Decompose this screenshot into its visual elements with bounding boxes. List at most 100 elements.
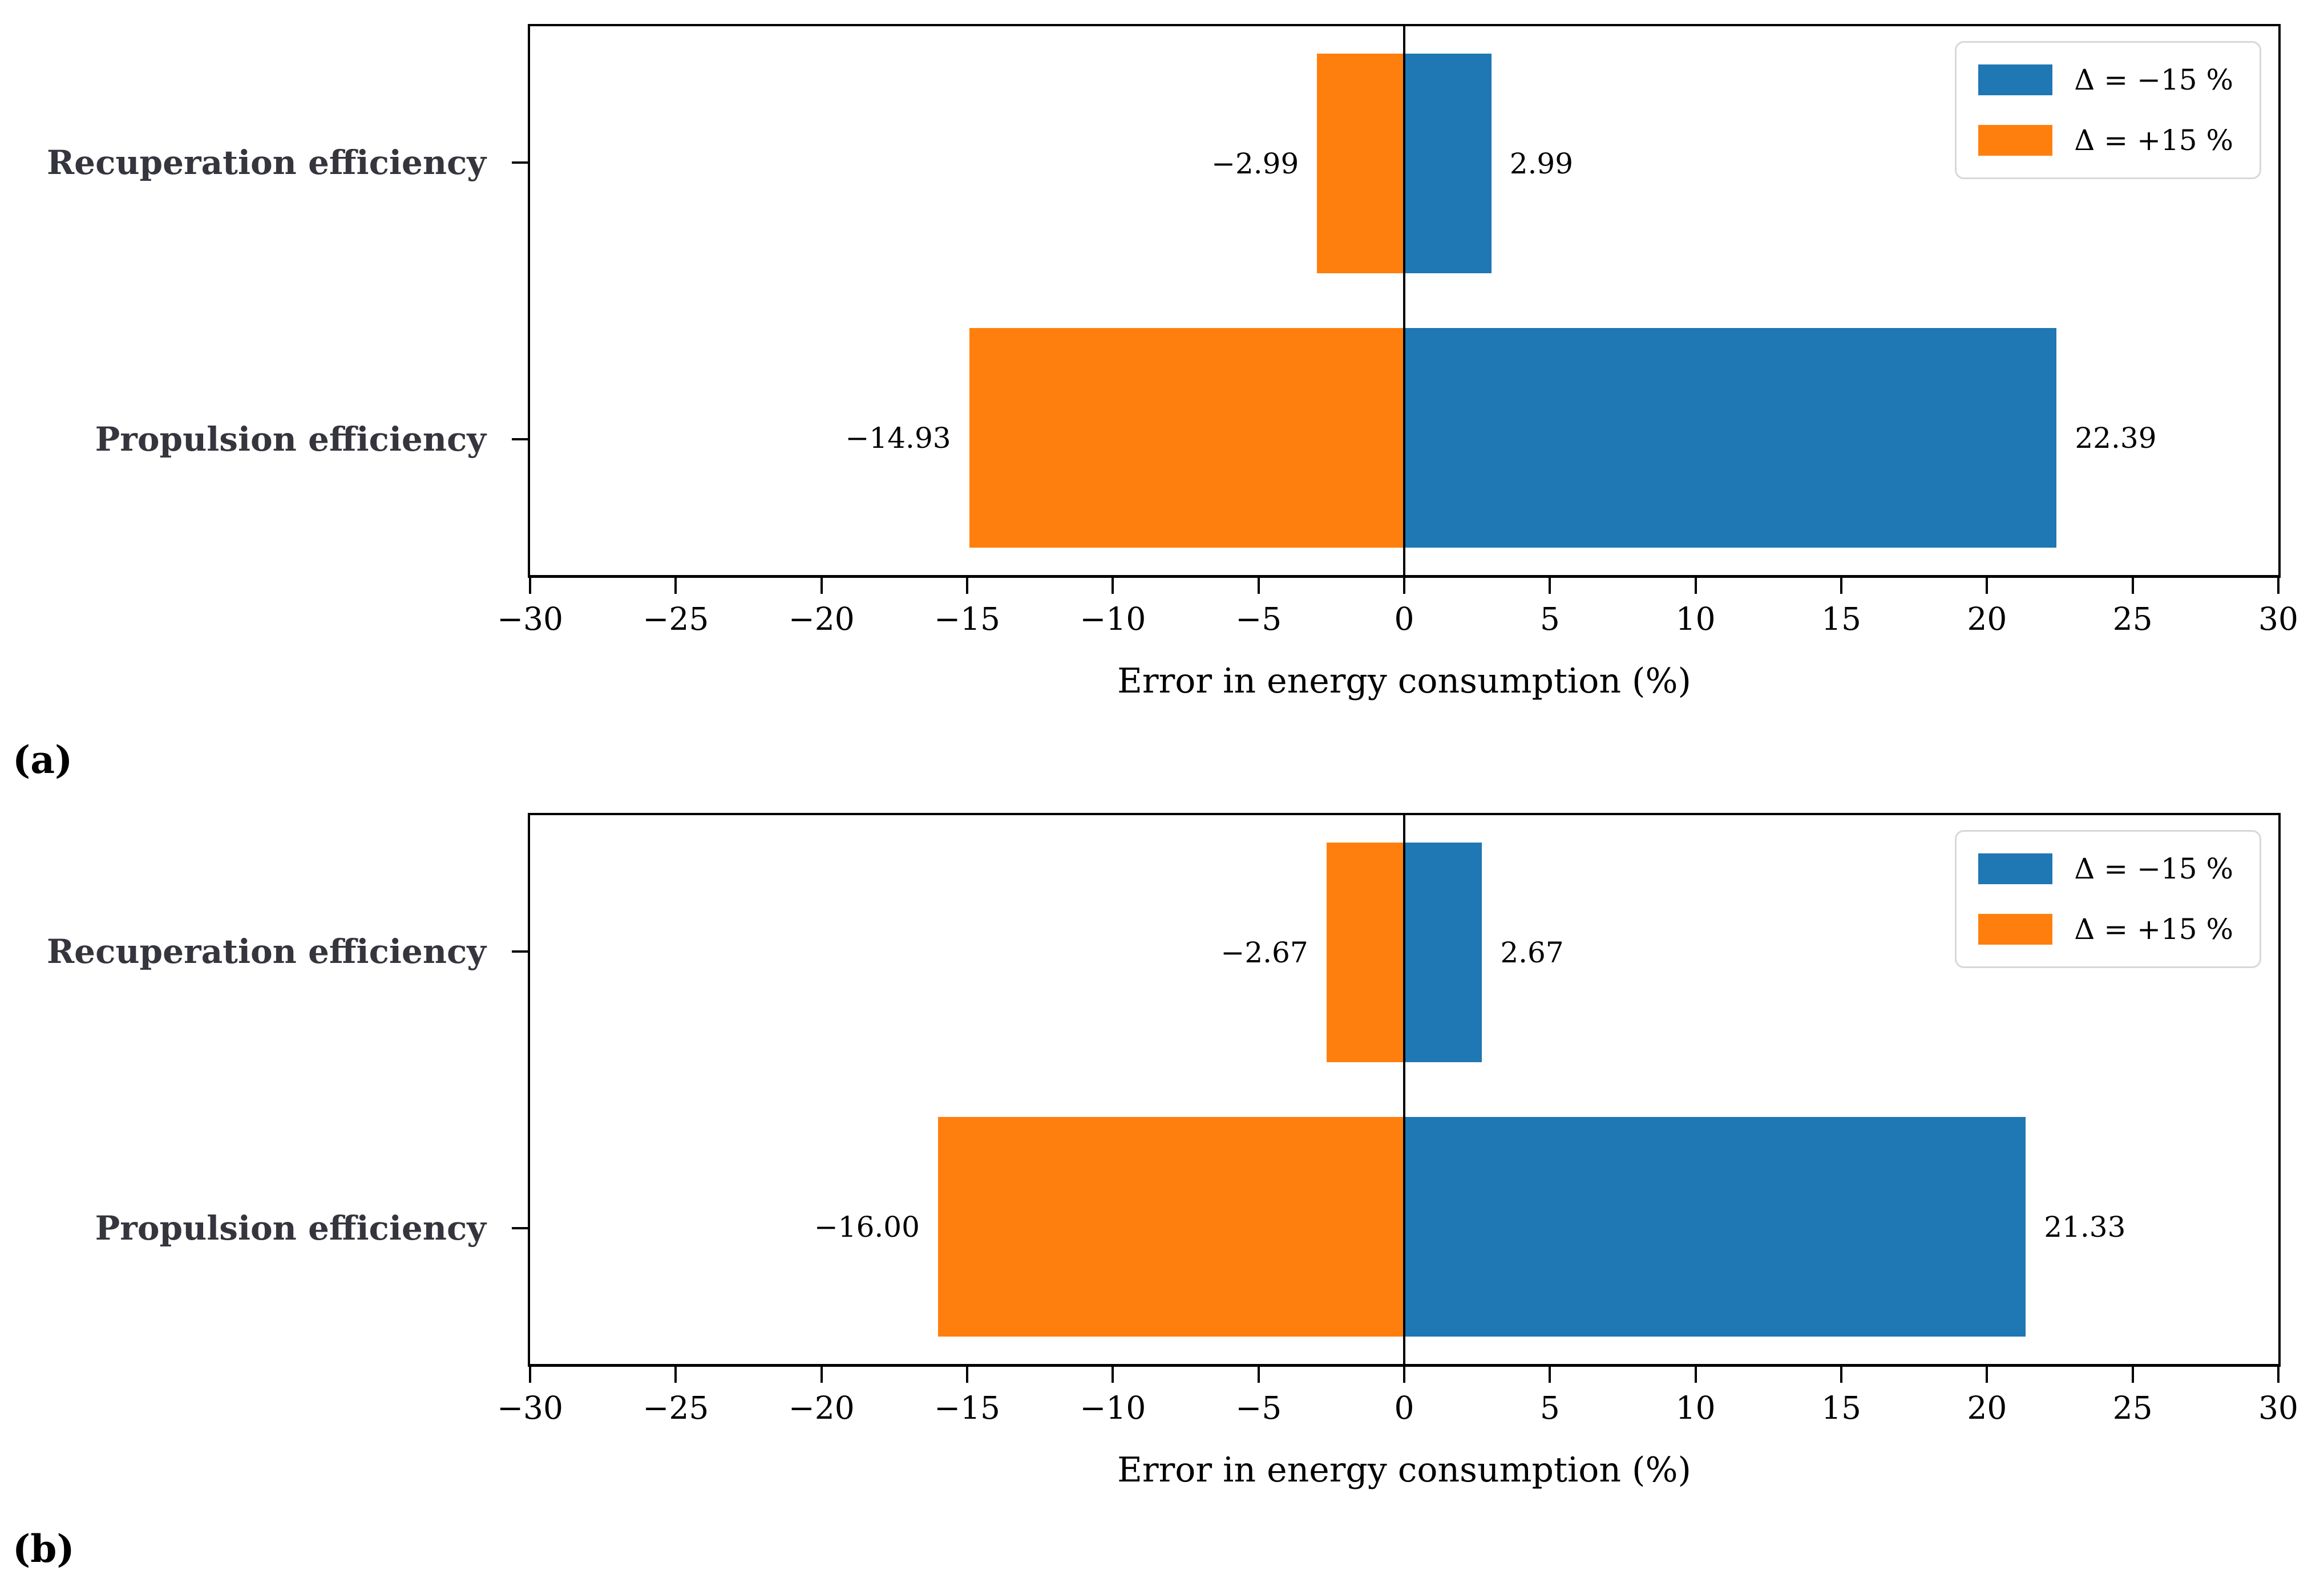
x-tick bbox=[529, 578, 531, 594]
x-tick bbox=[674, 1367, 677, 1383]
zero-axis-line bbox=[1403, 815, 1405, 1364]
bar-delta-minus-15-recuperation-efficiency bbox=[1404, 843, 1482, 1062]
legend-label-delta-minus-15: Δ = −15 % bbox=[2074, 852, 2233, 885]
y-tick bbox=[512, 950, 528, 953]
x-tick bbox=[1112, 578, 1114, 594]
legend-label-delta-minus-15: Δ = −15 % bbox=[2074, 63, 2233, 96]
x-tick-label: 10 bbox=[1675, 1390, 1716, 1426]
panel-label-b: (b) bbox=[13, 1527, 75, 1571]
zero-axis-line bbox=[1403, 26, 1405, 575]
legend-swatch-delta-plus-15 bbox=[1978, 914, 2053, 945]
x-tick-label: −25 bbox=[642, 1390, 709, 1426]
x-tick-label: 15 bbox=[1821, 1390, 1861, 1426]
bar-value-label: −2.67 bbox=[1220, 936, 1308, 969]
x-tick bbox=[529, 1367, 531, 1383]
x-tick-label: 20 bbox=[1967, 1390, 2007, 1426]
x-tick bbox=[2277, 578, 2279, 594]
plot-area-a: 2.99 −2.99 22.39 −14.93 Δ = −15 % Δ = +15 % bbox=[528, 24, 2281, 578]
x-tick-label: 25 bbox=[2112, 601, 2153, 637]
x-tick-label: −15 bbox=[933, 601, 1001, 637]
bar-delta-plus-15-propulsion-efficiency bbox=[969, 328, 1404, 548]
x-tick-label: 10 bbox=[1675, 601, 1716, 637]
x-tick bbox=[1694, 578, 1697, 594]
x-tick-label: −5 bbox=[1235, 601, 1282, 637]
bar-value-label: 22.39 bbox=[2075, 421, 2157, 455]
x-tick bbox=[2131, 1367, 2134, 1383]
legend: Δ = −15 % Δ = +15 % bbox=[1955, 830, 2261, 968]
legend-label-delta-plus-15: Δ = +15 % bbox=[2074, 913, 2233, 946]
x-tick bbox=[1549, 578, 1551, 594]
bar-delta-plus-15-recuperation-efficiency bbox=[1317, 54, 1404, 273]
category-label-propulsion-efficiency: Propulsion efficiency bbox=[95, 420, 486, 459]
legend-swatch-delta-plus-15 bbox=[1978, 125, 2053, 156]
legend-item-delta-plus-15: Δ = +15 % bbox=[1978, 914, 2233, 945]
x-axis-label: Error in energy consumption (%) bbox=[1117, 1450, 1691, 1490]
x-axis-label: Error in energy consumption (%) bbox=[1117, 661, 1691, 701]
x-tick bbox=[2277, 1367, 2279, 1383]
legend-swatch-delta-minus-15 bbox=[1978, 64, 2053, 95]
bar-delta-plus-15-recuperation-efficiency bbox=[1326, 843, 1404, 1062]
bar-value-label: −2.99 bbox=[1211, 147, 1299, 180]
legend-swatch-delta-minus-15 bbox=[1978, 853, 2053, 884]
legend-label-delta-plus-15: Δ = +15 % bbox=[2074, 124, 2233, 157]
x-tick-label: −30 bbox=[496, 1390, 564, 1426]
bar-delta-plus-15-propulsion-efficiency bbox=[937, 1117, 1404, 1337]
bar-value-label: 2.67 bbox=[1500, 936, 1564, 969]
x-tick bbox=[1257, 578, 1260, 594]
bar-delta-minus-15-propulsion-efficiency bbox=[1404, 1117, 2026, 1337]
panel-label-a: (a) bbox=[13, 738, 73, 782]
x-tick-label: 30 bbox=[2258, 601, 2298, 637]
x-tick-label: 25 bbox=[2112, 1390, 2153, 1426]
x-tick bbox=[674, 578, 677, 594]
x-tick-label: −30 bbox=[496, 601, 564, 637]
y-tick bbox=[512, 438, 528, 441]
x-tick bbox=[1986, 1367, 1988, 1383]
x-tick bbox=[1403, 1367, 1405, 1383]
x-tick bbox=[2131, 578, 2134, 594]
chart-panel-b: 2.67 −2.67 21.33 −16.00 Δ = −15 % Δ = +15 % E… bbox=[0, 789, 2324, 1591]
x-tick bbox=[966, 1367, 968, 1383]
x-tick bbox=[1840, 578, 1842, 594]
x-tick-label: 15 bbox=[1821, 601, 1861, 637]
x-tick-label: −25 bbox=[642, 601, 709, 637]
x-tick-label: −10 bbox=[1080, 601, 1146, 637]
x-tick-label: 0 bbox=[1394, 601, 1414, 637]
x-tick bbox=[966, 578, 968, 594]
x-tick bbox=[1549, 1367, 1551, 1383]
y-tick bbox=[512, 1227, 528, 1230]
x-tick-label: 5 bbox=[1539, 601, 1560, 637]
category-label-recuperation-efficiency: Recuperation efficiency bbox=[46, 143, 486, 182]
plot-area-b: 2.67 −2.67 21.33 −16.00 Δ = −15 % Δ = +15 % bbox=[528, 813, 2281, 1367]
y-tick bbox=[512, 161, 528, 164]
bar-delta-minus-15-propulsion-efficiency bbox=[1404, 328, 2057, 548]
x-tick-label: −15 bbox=[933, 1390, 1001, 1426]
x-tick bbox=[1840, 1367, 1842, 1383]
bar-value-label: −16.00 bbox=[814, 1210, 920, 1244]
x-tick-label: −20 bbox=[788, 1390, 855, 1426]
x-tick-label: 5 bbox=[1539, 1390, 1560, 1426]
category-label-propulsion-efficiency: Propulsion efficiency bbox=[95, 1209, 486, 1248]
x-tick bbox=[820, 1367, 823, 1383]
bar-value-label: 21.33 bbox=[2044, 1210, 2126, 1244]
legend-item-delta-plus-15: Δ = +15 % bbox=[1978, 125, 2233, 156]
x-tick-label: −5 bbox=[1235, 1390, 1282, 1426]
x-tick bbox=[1694, 1367, 1697, 1383]
legend-item-delta-minus-15: Δ = −15 % bbox=[1978, 853, 2233, 884]
x-tick bbox=[1112, 1367, 1114, 1383]
bar-delta-minus-15-recuperation-efficiency bbox=[1404, 54, 1492, 273]
x-tick bbox=[1257, 1367, 1260, 1383]
x-tick-label: −20 bbox=[788, 601, 855, 637]
x-tick bbox=[1403, 578, 1405, 594]
category-label-recuperation-efficiency: Recuperation efficiency bbox=[46, 932, 486, 971]
bar-value-label: −14.93 bbox=[845, 421, 951, 455]
x-tick bbox=[820, 578, 823, 594]
x-tick bbox=[1986, 578, 1988, 594]
x-tick-label: 0 bbox=[1394, 1390, 1414, 1426]
bar-value-label: 2.99 bbox=[1509, 147, 1574, 180]
x-tick-label: 30 bbox=[2258, 1390, 2298, 1426]
legend: Δ = −15 % Δ = +15 % bbox=[1955, 41, 2261, 179]
legend-item-delta-minus-15: Δ = −15 % bbox=[1978, 64, 2233, 95]
chart-panel-a: 2.99 −2.99 22.39 −14.93 Δ = −15 % Δ = +15 % E… bbox=[13, 24, 2298, 782]
x-tick-label: −10 bbox=[1080, 1390, 1146, 1426]
